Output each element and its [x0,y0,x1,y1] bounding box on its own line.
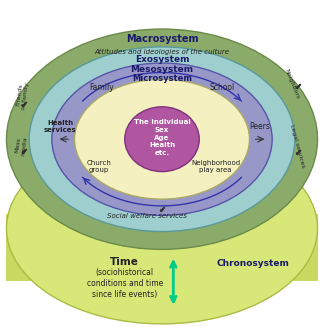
Text: Exosystem: Exosystem [135,55,189,64]
Ellipse shape [125,107,199,172]
Text: Legal services: Legal services [289,123,306,168]
Ellipse shape [6,133,318,324]
Text: Attitudes and ideologies of the culture: Attitudes and ideologies of the culture [95,49,229,55]
Text: (sociohistorical
conditions and time
since life events): (sociohistorical conditions and time sin… [87,268,163,299]
Text: Family: Family [90,83,114,92]
Text: Mesosystem: Mesosystem [131,65,193,74]
Text: Social welfare services: Social welfare services [108,213,187,219]
Ellipse shape [52,63,272,215]
Text: Mass
media: Mass media [14,135,28,156]
Text: Health
services: Health services [43,120,76,133]
Text: Neighbors: Neighbors [283,68,300,100]
Text: Time: Time [110,257,139,267]
Text: Macrosystem: Macrosystem [126,34,198,44]
Text: Neighborhood
play area: Neighborhood play area [191,160,240,173]
Text: Friends
of family: Friends of family [16,81,30,110]
Text: Microsystem: Microsystem [132,74,192,83]
Text: The Individual
Sex
Age
Health
etc.: The Individual Sex Age Health etc. [133,119,191,156]
Text: Church
group: Church group [87,160,111,173]
Text: School: School [209,83,235,92]
Text: Chronosystem: Chronosystem [216,259,289,268]
Text: Peers: Peers [249,122,270,131]
Ellipse shape [29,47,295,232]
Ellipse shape [75,79,249,199]
Ellipse shape [6,29,318,250]
Polygon shape [6,214,318,281]
